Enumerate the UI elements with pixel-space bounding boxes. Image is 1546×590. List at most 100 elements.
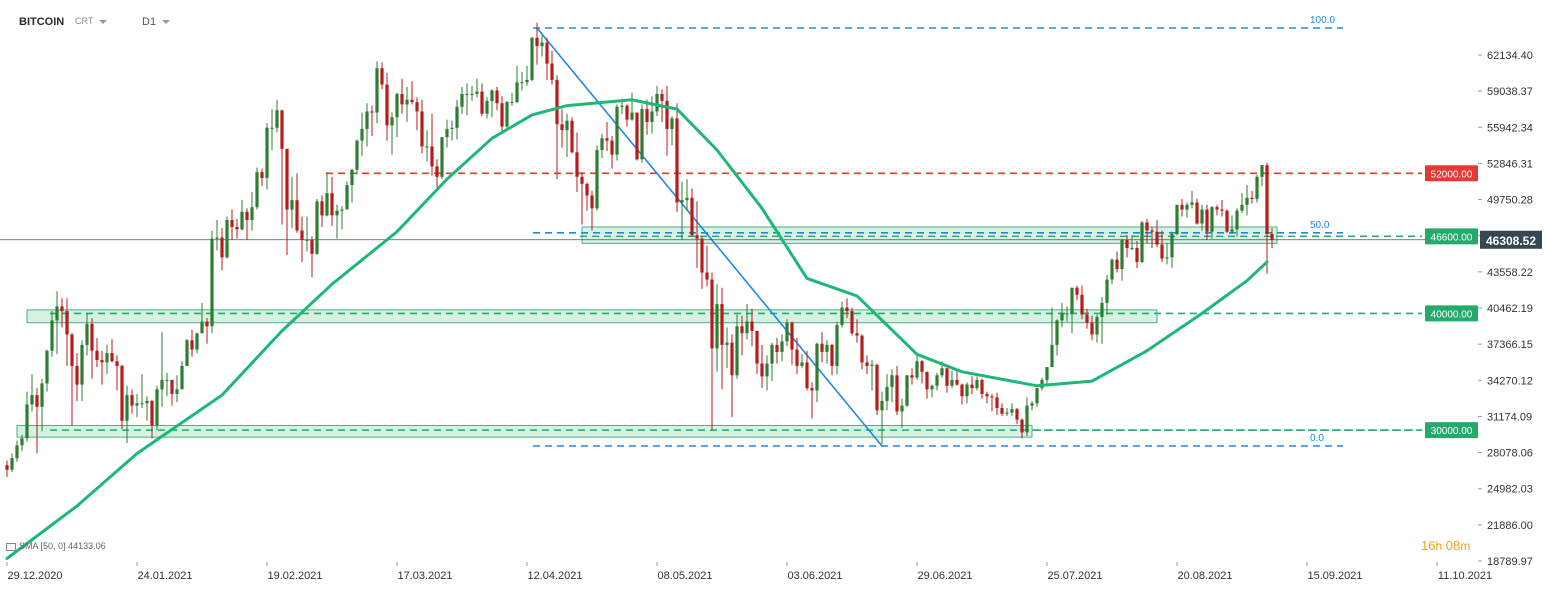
candle-body[interactable] (885, 386, 889, 401)
candle-body[interactable] (695, 235, 699, 239)
candle-body[interactable] (795, 349, 799, 366)
candle-body[interactable] (895, 375, 899, 412)
candle-body[interactable] (1035, 388, 1039, 404)
candle-body[interactable] (1070, 287, 1074, 314)
candle-body[interactable] (590, 195, 594, 209)
candle-body[interactable] (1265, 165, 1269, 235)
candle-body[interactable] (195, 333, 199, 350)
chart-type-selector[interactable]: CRT (75, 16, 108, 26)
candle-body[interactable] (190, 340, 194, 350)
candle-body[interactable] (1030, 403, 1034, 406)
candle-body[interactable] (805, 362, 809, 389)
candle-body[interactable] (1120, 239, 1124, 270)
candle-body[interactable] (815, 343, 819, 391)
candle-body[interactable] (580, 176, 584, 184)
candle-body[interactable] (35, 395, 39, 407)
candle-body[interactable] (145, 400, 149, 404)
sma-legend[interactable]: SMA [50, 0] 44133.06 (6, 541, 106, 551)
current-price-badge[interactable] (1480, 230, 1542, 249)
candle-body[interactable] (975, 379, 979, 389)
candle-body[interactable] (460, 93, 464, 107)
candle-body[interactable] (920, 361, 924, 372)
candle-body[interactable] (665, 100, 669, 129)
level-price-badge[interactable] (1425, 165, 1478, 182)
candle-body[interactable] (1050, 344, 1054, 368)
level-price-badge[interactable] (1425, 422, 1478, 439)
candle-body[interactable] (1255, 176, 1259, 199)
candle-body[interactable] (1100, 302, 1104, 317)
candle-body[interactable] (120, 365, 124, 421)
candle-body[interactable] (140, 403, 144, 405)
candle-body[interactable] (365, 111, 369, 129)
candle-body[interactable] (1225, 210, 1229, 232)
candle-body[interactable] (220, 237, 224, 258)
candle-body[interactable] (500, 103, 504, 127)
candle-body[interactable] (125, 395, 129, 421)
candle-body[interactable] (75, 365, 79, 385)
candle-body[interactable] (250, 207, 254, 221)
candle-body[interactable] (1010, 409, 1014, 413)
candle-body[interactable] (685, 197, 689, 201)
candle-body[interactable] (360, 128, 364, 141)
candle-body[interactable] (820, 343, 824, 352)
candle-body[interactable] (100, 360, 104, 363)
candle-body[interactable] (565, 120, 569, 131)
candle-body[interactable] (505, 102, 509, 127)
candle-body[interactable] (375, 68, 379, 113)
candle-body[interactable] (1230, 229, 1234, 232)
candle-body[interactable] (135, 403, 139, 406)
candle-body[interactable] (1235, 210, 1239, 230)
candle-body[interactable] (700, 238, 704, 273)
candle-body[interactable] (1005, 412, 1009, 414)
candle-body[interactable] (585, 183, 589, 196)
candle-body[interactable] (645, 109, 649, 122)
candle-body[interactable] (790, 322, 794, 350)
candle-body[interactable] (270, 127, 274, 129)
candle-body[interactable] (955, 379, 959, 385)
candle-body[interactable] (1065, 313, 1069, 315)
candle-body[interactable] (315, 201, 319, 254)
candle-body[interactable] (275, 110, 279, 128)
candle-body[interactable] (915, 361, 919, 378)
candle-body[interactable] (1045, 367, 1049, 380)
candle-body[interactable] (555, 79, 559, 125)
support-resistance-zone[interactable] (26, 309, 1158, 324)
candle-body[interactable] (1020, 419, 1024, 433)
candle-body[interactable] (450, 127, 454, 129)
candle-body[interactable] (690, 197, 694, 236)
candle-body[interactable] (540, 42, 544, 47)
candle-body[interactable] (455, 106, 459, 128)
candle-body[interactable] (80, 344, 84, 385)
candle-body[interactable] (670, 118, 674, 129)
candle-body[interactable] (570, 120, 574, 153)
candle-body[interactable] (420, 111, 424, 147)
candle-body[interactable] (850, 311, 854, 334)
candle-body[interactable] (90, 323, 94, 351)
candle-body[interactable] (300, 230, 304, 240)
candle-body[interactable] (725, 342, 729, 345)
candle-body[interactable] (335, 210, 339, 216)
candle-body[interactable] (835, 325, 839, 366)
candle-body[interactable] (535, 37, 539, 47)
candle-body[interactable] (1060, 313, 1064, 321)
candle-body[interactable] (1025, 405, 1029, 433)
candle-body[interactable] (970, 384, 974, 389)
candle-body[interactable] (185, 340, 189, 366)
candle-body[interactable] (630, 112, 634, 120)
candle-body[interactable] (465, 93, 469, 95)
candle-body[interactable] (605, 138, 609, 141)
candle-body[interactable] (510, 102, 514, 104)
candle-body[interactable] (1195, 202, 1199, 224)
candle-body[interactable] (860, 335, 864, 363)
candle-body[interactable] (635, 112, 639, 160)
candle-body[interactable] (1175, 204, 1179, 235)
candle-body[interactable] (340, 209, 344, 211)
candle-body[interactable] (1170, 234, 1174, 258)
candle-body[interactable] (985, 393, 989, 397)
candle-body[interactable] (160, 379, 164, 390)
candle-body[interactable] (750, 321, 754, 331)
candle-body[interactable] (935, 375, 939, 386)
candle-body[interactable] (290, 200, 294, 210)
candle-body[interactable] (865, 362, 869, 366)
candle-body[interactable] (1165, 257, 1169, 259)
